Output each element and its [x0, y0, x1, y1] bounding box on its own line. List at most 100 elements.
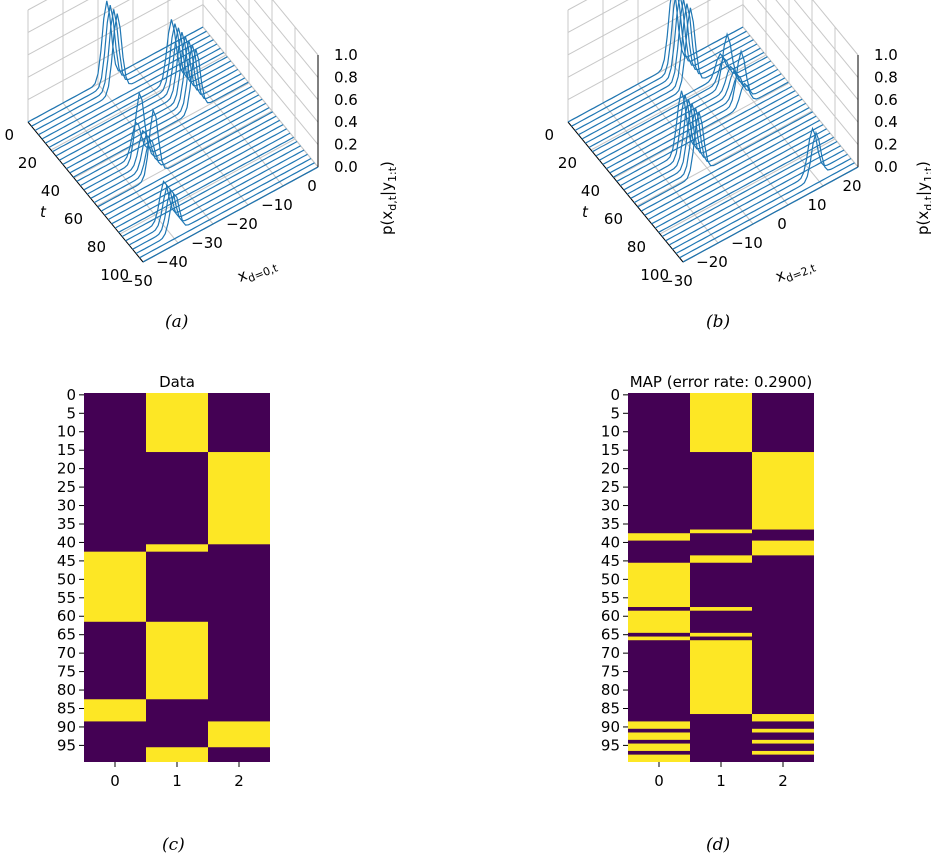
grid-line	[567, 4, 744, 101]
z-tick-label: 0.6	[334, 91, 358, 109]
grid-line	[27, 0, 130, 56]
z-tick-label: 0.2	[874, 136, 898, 154]
heatmap-cell	[628, 610, 690, 633]
grid-line	[812, 0, 859, 56]
x-tick-label: −50	[121, 272, 153, 290]
density-curve	[121, 140, 298, 238]
grid-line	[216, 0, 319, 123]
grid-line	[742, 26, 859, 168]
y-tick-label: 65	[601, 626, 620, 644]
y-tick-label: 80	[57, 681, 76, 699]
grid-line	[27, 0, 172, 78]
density-curve	[59, 31, 235, 161]
t-tick-label: 60	[604, 210, 623, 228]
grid-line	[602, 102, 719, 244]
density-curve	[27, 0, 204, 123]
grid-line	[793, 0, 859, 78]
density-curve	[668, 149, 845, 246]
panel-c-heatmap: Data 05101520253035404550556065707580859…	[57, 373, 270, 855]
y-tick-label: 45	[57, 552, 76, 570]
density-curve	[80, 90, 256, 187]
y-tick-label: 30	[57, 497, 76, 515]
x-tick-label: 1	[716, 772, 726, 790]
density-curve	[38, 13, 214, 136]
x-tick-label: 1	[172, 772, 182, 790]
x-tick-label: 2	[234, 772, 244, 790]
y-tick-label: 0	[610, 386, 620, 404]
density-curve	[118, 136, 294, 233]
grid-line	[756, 0, 859, 123]
density-curve	[45, 47, 221, 144]
y-tick-label: 45	[601, 552, 620, 570]
density-curve	[616, 85, 793, 182]
density-curve	[76, 85, 253, 182]
panel-a-t-axis-label: t	[40, 203, 47, 221]
heatmap-cell	[628, 743, 690, 751]
grid-line	[235, 0, 319, 101]
heatmap-cell	[628, 721, 690, 729]
x-tick-label: 2	[778, 772, 788, 790]
panel-c-caption: (c)	[162, 835, 185, 855]
x-tick-label: −10	[261, 196, 293, 214]
grid-line	[272, 0, 319, 56]
y-tick-label: 40	[57, 533, 76, 551]
density-curve	[86, 98, 263, 195]
y-tick-label: 20	[57, 460, 76, 478]
density-curve	[651, 128, 827, 225]
y-tick-label: 25	[601, 478, 620, 496]
density-curve	[602, 68, 779, 165]
heatmap-cell	[208, 452, 270, 545]
y-tick-label: 70	[601, 644, 620, 662]
density-curve	[620, 90, 796, 187]
density-curve	[34, 9, 211, 132]
density-curve	[125, 145, 301, 242]
heatmap-cell	[752, 739, 814, 744]
x-tick-label: 0	[307, 177, 317, 195]
y-tick-label: 20	[601, 460, 620, 478]
x-tick-label: 0	[654, 772, 664, 790]
panel-c-title: Data	[159, 373, 195, 391]
y-tick-label: 50	[57, 570, 76, 588]
grid-line	[567, 0, 670, 56]
z-tick-label: 1.0	[874, 46, 898, 64]
y-tick-label: 10	[601, 423, 620, 441]
density-curve	[114, 132, 291, 229]
y-tick-label: 15	[601, 441, 620, 459]
heatmap-cell	[146, 544, 208, 552]
x-tick-label: −40	[156, 253, 188, 271]
heatmap-cell	[146, 393, 208, 453]
panel-d-caption: (d)	[706, 835, 730, 855]
y-tick-label: 60	[57, 607, 76, 625]
y-tick-label: 50	[601, 570, 620, 588]
z-tick-label: 0.0	[334, 158, 358, 176]
grid-line	[119, 138, 296, 235]
density-curve	[93, 107, 270, 204]
heatmap-cell	[690, 529, 752, 534]
t-tick-label: 0	[4, 126, 14, 144]
y-tick-label: 10	[57, 423, 76, 441]
density-curve	[581, 3, 758, 140]
y-tick-label: 90	[57, 718, 76, 736]
density-curve	[595, 32, 772, 157]
density-curve	[599, 64, 775, 161]
grid-line	[27, 0, 48, 11]
y-tick-label: 0	[66, 386, 76, 404]
t-tick-label: 20	[18, 154, 37, 172]
y-tick-label: 85	[601, 699, 620, 717]
heatmap-cell	[752, 714, 814, 722]
density-curve	[128, 149, 305, 246]
heatmap-cell	[628, 636, 690, 641]
grid-line	[775, 0, 859, 101]
density-curve	[647, 124, 824, 221]
density-curve	[69, 44, 246, 174]
density-curve	[132, 153, 308, 250]
heatmap-cell	[628, 562, 690, 608]
grid-line	[659, 138, 836, 235]
grid-line	[253, 0, 319, 78]
grid-line	[27, 4, 204, 101]
grid-line	[636, 110, 813, 207]
panel-a-3d-plot: 020406080100−50−40−30−20−1000.00.20.40.6…	[4, 0, 399, 332]
y-tick-label: 25	[57, 478, 76, 496]
t-tick-label: 100	[640, 266, 669, 284]
density-curve	[104, 119, 280, 216]
